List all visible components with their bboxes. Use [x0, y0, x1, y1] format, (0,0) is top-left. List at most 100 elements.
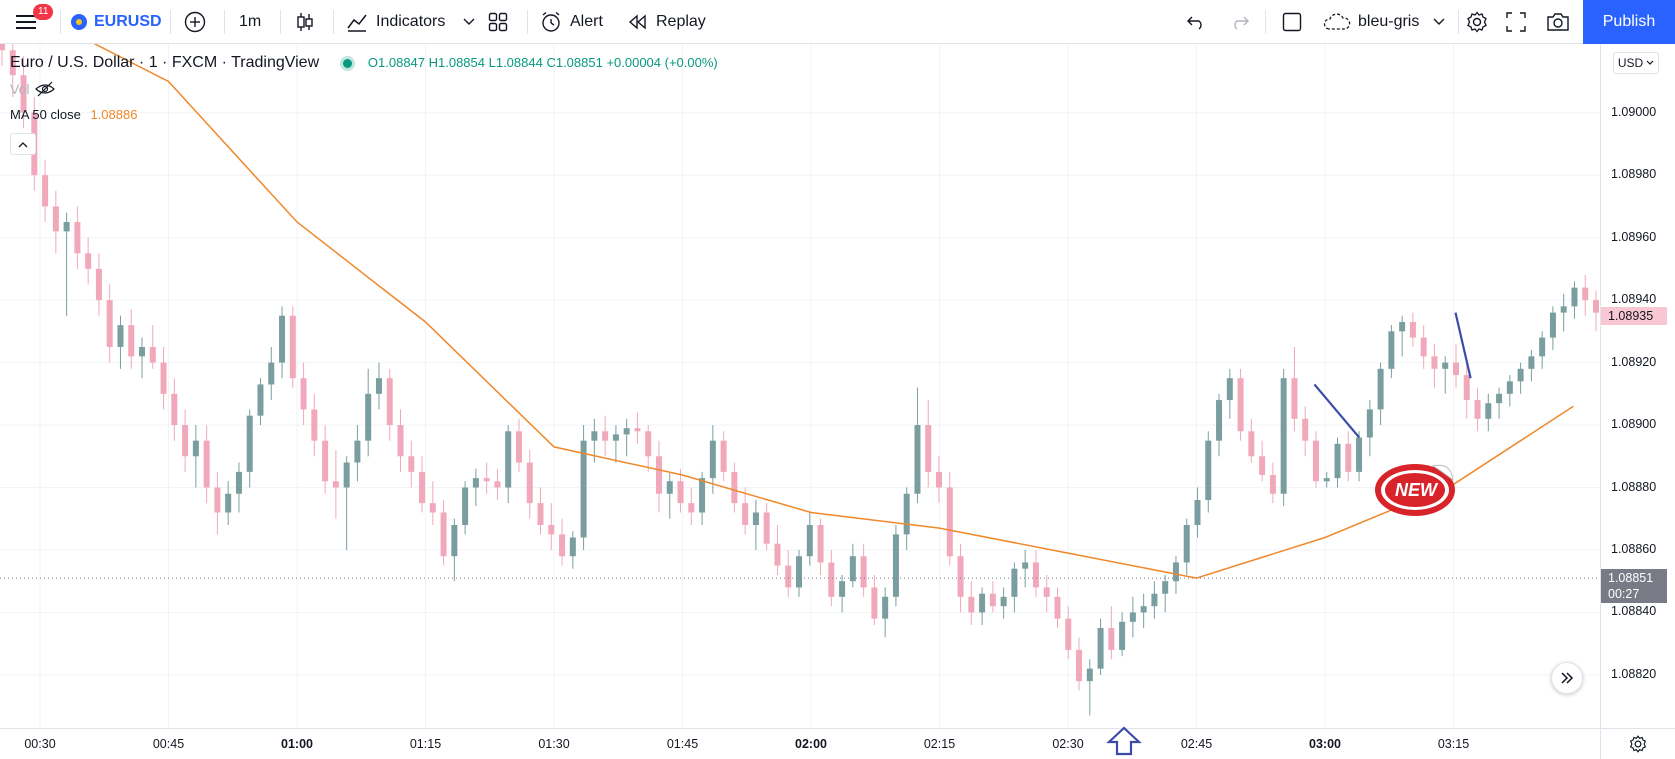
- candle-body: [1452, 362, 1459, 376]
- redo-icon: [1234, 16, 1249, 30]
- candle-body: [1119, 621, 1126, 650]
- candle-body: [397, 425, 404, 457]
- divider: [1458, 10, 1459, 34]
- candle-body: [408, 456, 415, 472]
- price-tick-label: 1.08980: [1611, 167, 1657, 182]
- divider: [280, 10, 281, 34]
- fullscreen-button[interactable]: [1506, 0, 1526, 44]
- candle-body: [1291, 378, 1298, 419]
- bar-countdown: 00:27: [1608, 587, 1640, 602]
- candle-body: [612, 434, 619, 441]
- price-tick-label: 1.08860: [1611, 541, 1657, 556]
- menu-button[interactable]: [16, 0, 38, 44]
- undo-button[interactable]: [1186, 0, 1206, 44]
- candle-body: [1442, 362, 1449, 369]
- divider: [170, 10, 171, 34]
- notification-badge: 11: [33, 4, 54, 20]
- candle-body: [160, 362, 167, 394]
- candle-body: [774, 543, 781, 566]
- candle-body: [1560, 306, 1567, 313]
- currency-label: USD: [1617, 56, 1644, 70]
- candle-body: [849, 556, 856, 582]
- price-axis[interactable]: USD 1.09000 1.08980 1.08960 1.08940 1.08920 1…: [1600, 44, 1675, 728]
- double-chevron-right-icon: [1561, 672, 1574, 684]
- chart-legend: Euro / U.S. Dollar · 1 · FXCM · TradingV…: [10, 54, 718, 72]
- candle-body: [526, 462, 533, 504]
- candle-body: [311, 409, 318, 441]
- volume-label: Vol: [10, 81, 30, 97]
- candle-body: [440, 512, 447, 557]
- candle-body: [742, 503, 749, 525]
- candle-body: [1528, 356, 1535, 369]
- candle-body: [1216, 400, 1223, 441]
- symbol-search-button[interactable]: EURUSD: [70, 0, 162, 44]
- candle-body: [235, 471, 242, 494]
- redo-button[interactable]: [1230, 0, 1250, 44]
- candle-body: [1076, 649, 1083, 682]
- plus-circle-icon: [184, 11, 206, 33]
- ma-legend[interactable]: MA 50 close 1.08886: [10, 107, 137, 122]
- candle-body: [537, 503, 544, 525]
- currency-select[interactable]: USD: [1613, 52, 1659, 74]
- snapshot-button[interactable]: [1546, 0, 1570, 44]
- candle-body: [1183, 524, 1190, 563]
- time-tick-label: 00:30: [24, 737, 56, 751]
- time-axis[interactable]: 00:30 00:45 01:00 01:15 01:30 01:45 02:00 02:15…: [0, 728, 1675, 759]
- candle-body: [1129, 612, 1136, 622]
- candle-body: [279, 315, 286, 363]
- candle-body: [1539, 337, 1546, 357]
- chevron-down-icon: [463, 18, 475, 25]
- candle-body: [203, 440, 210, 488]
- publish-button[interactable]: Publish: [1583, 0, 1675, 44]
- candle-body: [1409, 321, 1416, 338]
- candle-body: [354, 440, 361, 463]
- ma-price-tag: 1.08935: [1601, 306, 1667, 325]
- candle-body: [785, 565, 792, 588]
- volume-legend[interactable]: Vol: [10, 81, 56, 97]
- candle-body: [1593, 300, 1599, 313]
- rewind-icon: [628, 14, 646, 30]
- candle-body: [645, 431, 652, 457]
- templates-button[interactable]: [488, 0, 508, 44]
- interval-button[interactable]: 1m: [239, 0, 261, 44]
- candle-body: [472, 478, 479, 488]
- candle-body: [1463, 375, 1470, 401]
- candle-body: [365, 393, 372, 441]
- candle-body: [1237, 378, 1244, 432]
- layout-select-button[interactable]: [1282, 0, 1302, 44]
- candle-body: [731, 471, 738, 504]
- price-tick-label: 1.08820: [1611, 666, 1657, 681]
- candle-body: [688, 503, 695, 513]
- time-tick-label: 03:00: [1309, 737, 1341, 751]
- candle-body: [1582, 287, 1589, 301]
- candle-body: [968, 596, 975, 613]
- settings-button[interactable]: [1466, 0, 1488, 44]
- chart-pane[interactable]: Euro / U.S. Dollar · 1 · FXCM · TradingV…: [0, 44, 1600, 728]
- candle-body: [42, 175, 49, 207]
- candle-body: [1065, 618, 1072, 650]
- alert-button[interactable]: Alert: [540, 0, 603, 44]
- replay-button[interactable]: Replay: [628, 0, 706, 44]
- save-layout-button[interactable]: bleu-gris: [1322, 0, 1445, 44]
- layout-name-label: bleu-gris: [1358, 13, 1420, 30]
- price-tick-label: 1.08920: [1611, 354, 1657, 369]
- eye-crossed-icon[interactable]: [35, 81, 56, 97]
- candlestick-chart[interactable]: [0, 44, 1600, 728]
- candle-body: [925, 425, 932, 472]
- price-tick-label: 1.08880: [1611, 479, 1657, 494]
- axis-settings-button[interactable]: [1600, 729, 1675, 759]
- compare-button[interactable]: [184, 0, 206, 44]
- collapse-legend-button[interactable]: [10, 133, 36, 155]
- candle-body: [322, 440, 329, 482]
- candle-body: [1043, 587, 1050, 597]
- scroll-to-realtime-button[interactable]: [1551, 662, 1583, 694]
- alert-label: Alert: [570, 13, 603, 30]
- gear-icon: [1629, 735, 1647, 753]
- currency-flag-icon: [71, 14, 87, 30]
- chart-type-button[interactable]: [295, 0, 315, 44]
- candle-body: [709, 440, 716, 479]
- candle-body: [1194, 500, 1201, 525]
- indicators-button[interactable]: Indicators: [346, 0, 475, 44]
- candle-body: [1312, 440, 1319, 482]
- candle-body: [0, 44, 5, 51]
